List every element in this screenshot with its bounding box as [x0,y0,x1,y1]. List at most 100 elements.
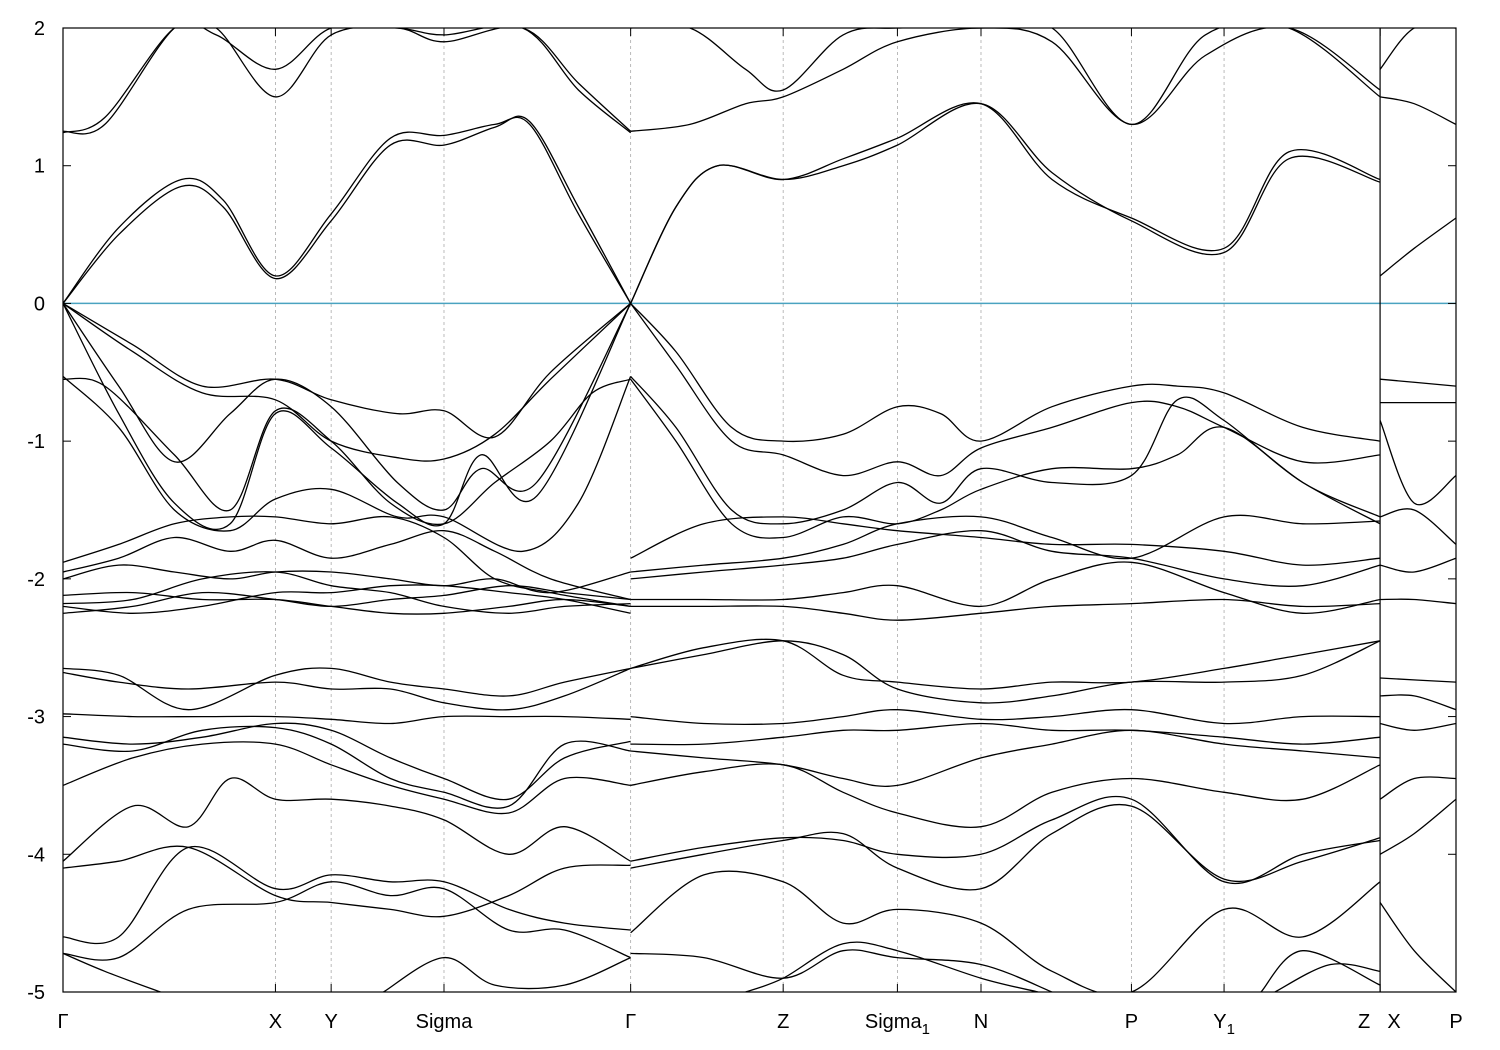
x-tick-label: Z [777,1011,789,1033]
band-line [630,640,1381,704]
band-line [630,804,1381,891]
band-line [1379,420,1456,506]
bands [63,28,1456,992]
x-tick-label-text: Z [777,1011,789,1033]
band-line [1379,28,1456,70]
x-axis-ticks: Γ X Y Sigma Γ Z Sigma1 N P Y1 Z X P [57,28,1463,1038]
band-line [63,584,631,614]
x-tick-label-subscript: 1 [1227,1021,1235,1038]
band-line [63,377,631,526]
band-line [63,713,631,725]
band-line [630,795,1381,885]
x-tick-label-text: X [269,1011,282,1033]
band-line [63,845,631,918]
x-tick-label: Sigma1 [865,1011,930,1038]
band-line [1379,722,1456,731]
band-line [63,302,632,462]
x-tick-label: Y1 [1213,1011,1235,1038]
y-tick-label: -2 [27,569,45,591]
band-line [63,845,631,945]
x-tick-label: P [1125,1011,1138,1033]
y-tick-label: 2 [34,18,45,40]
y-tick-label: -3 [27,707,45,729]
band-line [63,28,632,135]
band-line [63,952,161,992]
x-tick-label-text: Sigma [865,1011,923,1033]
y-tick-label: -4 [27,844,45,866]
band-line [63,741,631,815]
x-tick-label-text: X [1387,1011,1400,1033]
band-line [63,302,632,439]
band-line [630,302,1381,443]
band-line [1274,963,1381,992]
x-tick-label: Y [324,1011,337,1033]
band-line [1379,776,1456,800]
x-tick-label-text: Z [1358,1011,1370,1033]
band-line [63,667,631,711]
band-line [630,303,1381,477]
band-line [1380,694,1456,711]
band-line [630,378,1381,539]
band-line [630,102,1381,304]
band-line [1260,950,1381,992]
band-line [63,115,632,304]
band-line [63,667,631,711]
band-line [630,102,1381,304]
band-line [630,28,1381,132]
band-line [63,777,631,862]
band-line [63,881,631,961]
band-line [630,722,1381,746]
band-line [63,564,631,594]
x-tick-label-text: P [1125,1011,1138,1033]
x-tick-label: Z [1358,1011,1370,1033]
band-line [63,725,631,809]
x-tick-label-text: P [1449,1011,1462,1033]
band-line [63,571,631,614]
x-tick-label-text: Y [324,1011,337,1033]
band-line [630,530,1381,587]
band-line [630,708,1381,725]
band-line [630,516,1381,566]
x-tick-label: P [1449,1011,1462,1033]
band-line [63,303,632,530]
band-line [745,941,1039,992]
x-tick-label: Sigma [416,1011,474,1033]
y-tick-label: -5 [27,982,45,1004]
band-line [63,515,631,608]
x-tick-label: X [269,1011,282,1033]
band-line [63,530,631,601]
x-tick-label-subscript: 1 [922,1021,930,1038]
band-line [1380,598,1456,605]
band-line [63,28,632,134]
band-line [63,585,631,614]
band-line [630,763,1381,828]
band-line [63,591,631,615]
band-line [63,375,632,552]
band-line [63,303,632,511]
band-line [383,956,631,992]
y-tick-label: 0 [34,293,45,315]
band-line [1379,217,1456,277]
band-line [630,949,1053,992]
band-line [63,116,632,304]
x-tick-label: N [974,1011,988,1033]
x-tick-label-text: Γ [625,1011,636,1033]
band-line [1379,508,1456,545]
band-line [630,28,1381,126]
band-line [630,375,1381,525]
x-tick-label-text: Γ [57,1011,68,1033]
x-tick-label-text: Y [1213,1011,1226,1033]
band-line [1379,902,1456,992]
band-line [1379,798,1456,855]
band-line [630,638,1381,690]
band-line [630,598,1381,621]
x-tick-label-text: N [974,1011,988,1033]
y-tick-label: 1 [34,156,45,178]
band-line [1379,557,1456,573]
x-tick-label-text: Sigma [416,1011,474,1033]
x-tick-label: X [1387,1011,1400,1033]
x-tick-label: Γ [57,1011,68,1033]
band-line [1379,96,1456,125]
x-tick-label: Γ [625,1011,636,1033]
